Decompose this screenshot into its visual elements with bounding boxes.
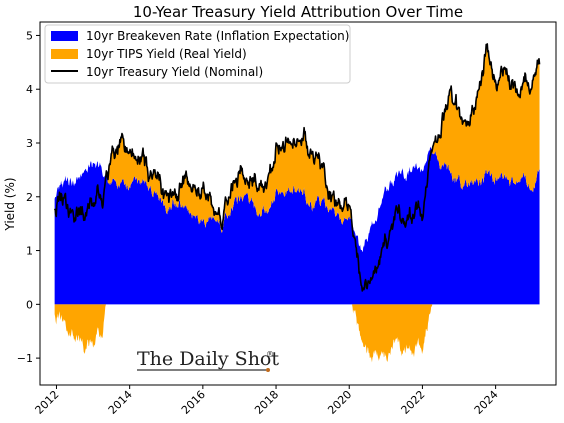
legend-swatch-tips [51, 49, 78, 59]
y-tick-label: 3 [26, 137, 33, 150]
tips-area-positive [54, 43, 540, 252]
legend-label-tips: 10yr TIPS Yield (Real Yield) [86, 47, 247, 61]
legend-label-nominal: 10yr Treasury Yield (Nominal) [86, 65, 263, 79]
brand-text: The Daily Shot [137, 348, 279, 370]
nominal-line-layer [53, 43, 541, 292]
nominal-yield-line [53, 43, 541, 292]
legend: 10yr Breakeven Rate (Inflation Expectati… [44, 24, 351, 84]
legend-box [44, 24, 351, 84]
chart-title: 10-Year Treasury Yield Attribution Over … [133, 3, 463, 21]
breakeven-area-layer [54, 146, 540, 305]
y-tick-label: −1 [17, 352, 33, 365]
tips-area-negative [54, 304, 540, 363]
y-tick-label: 0 [26, 298, 33, 311]
breakeven-area [54, 146, 540, 305]
y-axis: −1 0 1 2 3 4 5 [17, 29, 40, 365]
tips-area-layer [54, 43, 540, 363]
legend-swatch-breakeven [51, 31, 78, 41]
brand-registered-mark: ® [266, 350, 274, 359]
brand-dot [266, 368, 270, 372]
plot-frame [39, 21, 557, 386]
y-tick-label: 4 [26, 83, 33, 96]
plot-area [53, 43, 541, 363]
brand-watermark: The Daily Shot ® [137, 348, 279, 372]
y-axis-label: Yield (%) [3, 177, 17, 231]
y-tick-label: 5 [26, 29, 33, 42]
y-tick-label: 1 [26, 245, 33, 258]
y-tick-label: 2 [26, 191, 33, 204]
legend-label-breakeven: 10yr Breakeven Rate (Inflation Expectati… [86, 29, 349, 43]
